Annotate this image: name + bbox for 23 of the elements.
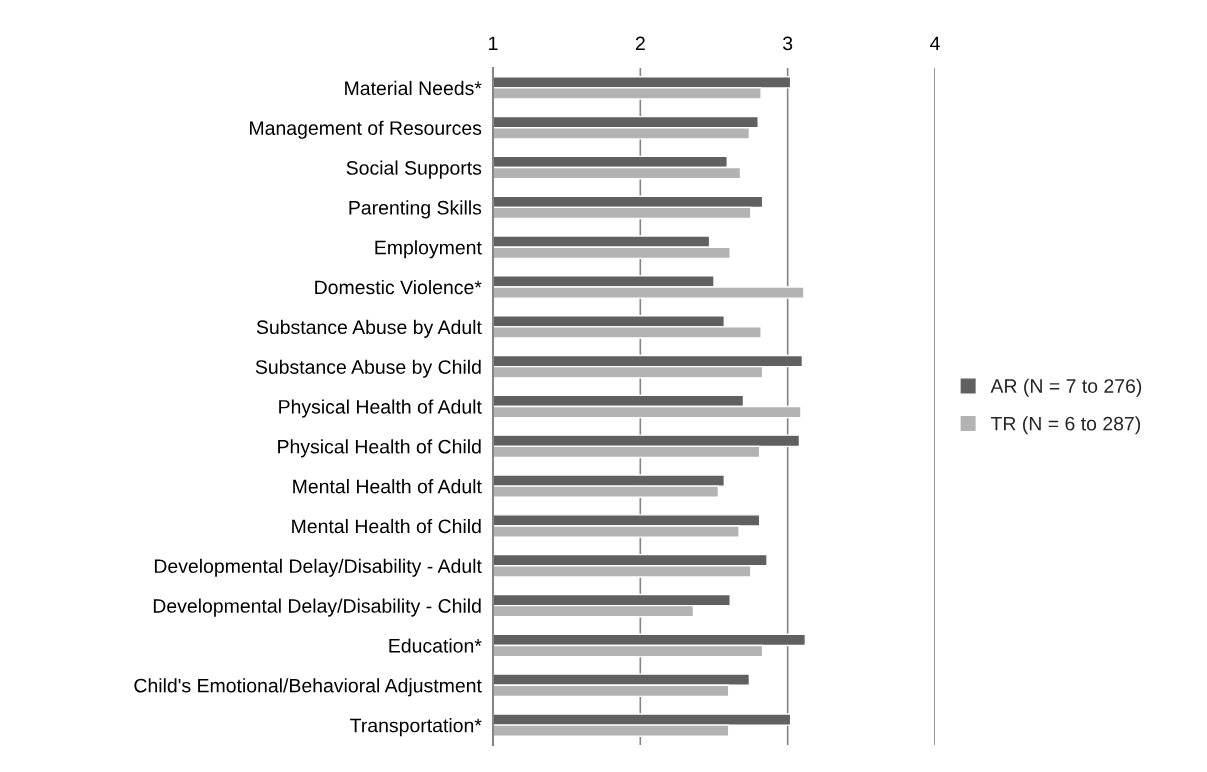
legend-label: AR (N = 7 to 276) bbox=[990, 378, 1142, 397]
y-tick-label: Transportation* bbox=[350, 718, 482, 737]
y-tick-label: Physical Health of Child bbox=[278, 439, 481, 458]
y-tick-label: Management of Resources bbox=[250, 120, 482, 139]
y-tick-label: Physical Health of Adult bbox=[279, 399, 482, 418]
x-tick-label: 3 bbox=[783, 36, 793, 51]
y-tick-label: Material Needs* bbox=[345, 80, 482, 96]
y-tick-label: Domestic Violence* bbox=[315, 279, 482, 295]
y-tick-label: Substance Abuse by Adult bbox=[256, 319, 482, 338]
y-tick-label: Mental Health of Child bbox=[292, 518, 481, 534]
y-tick-label: Parenting Skills bbox=[349, 200, 482, 219]
x-tick-label: 4 bbox=[930, 36, 940, 51]
y-tick-label: Social Supports bbox=[346, 160, 482, 179]
x-tick-label: 2 bbox=[635, 36, 645, 51]
y-tick-label: Developmental Delay/Disability - Adult bbox=[154, 558, 482, 577]
y-tick-label: Education* bbox=[389, 638, 482, 653]
y-tick-label: Substance Abuse by Child bbox=[255, 359, 481, 378]
y-tick-label: Child's Emotional/Behavioral Adjustment bbox=[134, 678, 482, 697]
x-tick-label: 1 bbox=[489, 36, 498, 51]
y-tick-label: Mental Health of Adult bbox=[293, 479, 482, 494]
y-tick-label: Employment bbox=[375, 240, 482, 259]
y-tick-label: Developmental Delay/Disability - Child bbox=[153, 598, 481, 617]
legend-label: TR (N = 6 to 287) bbox=[990, 416, 1141, 435]
